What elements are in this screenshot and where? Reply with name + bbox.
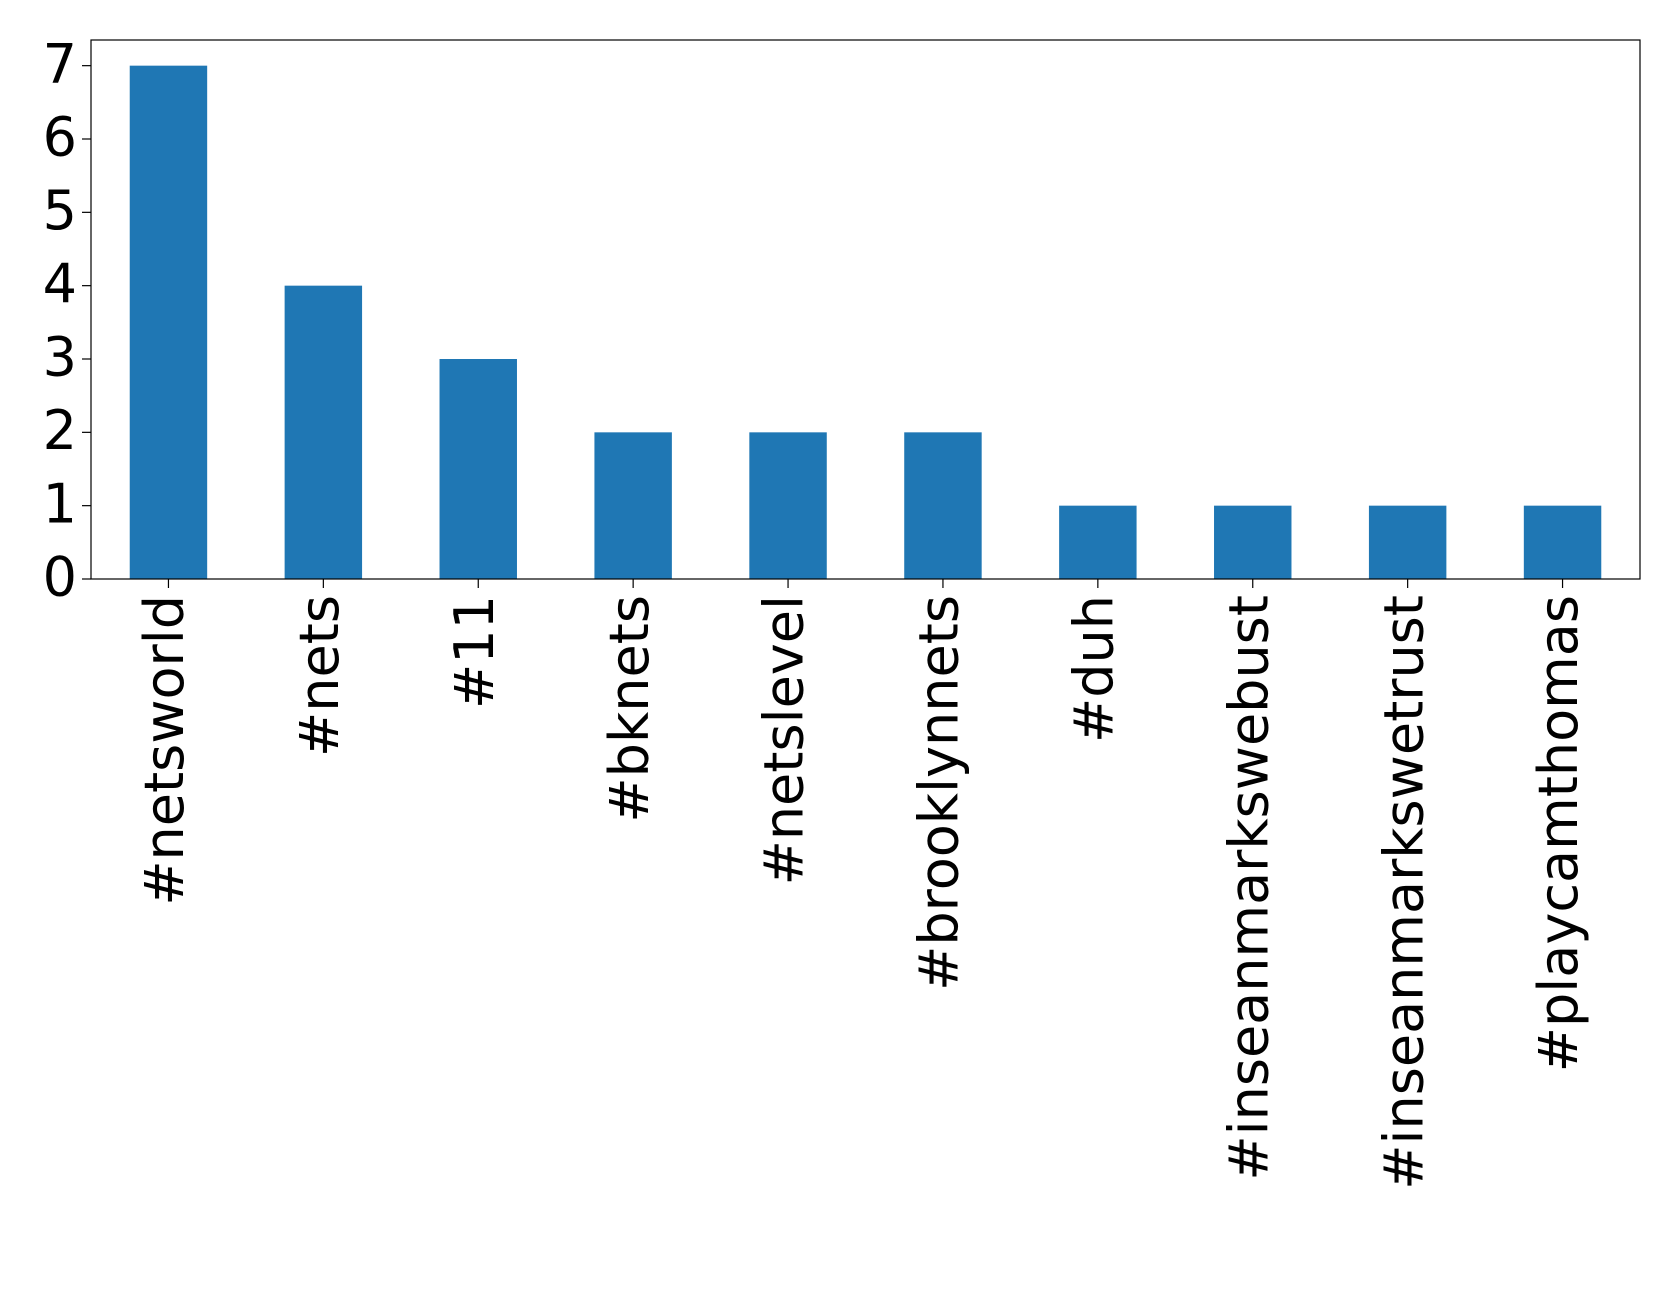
x-tick-label: #11 (443, 595, 506, 709)
y-tick-label: 5 (43, 179, 77, 242)
y-tick-label: 2 (43, 399, 77, 462)
y-tick-label: 1 (43, 472, 77, 535)
y-tick-label: 0 (43, 546, 77, 609)
y-tick-label: 3 (43, 326, 77, 389)
x-tick-label: #brooklynnets (908, 595, 971, 991)
bar (594, 432, 672, 579)
x-tick-label: #playcamthomas (1527, 595, 1590, 1072)
x-tick-label: #netsworld (133, 595, 196, 906)
y-tick-label: 6 (43, 106, 77, 169)
bar (129, 65, 208, 579)
x-tick-label: #nets (288, 595, 351, 757)
x-tick-label: #inseanmarkswebust (1217, 595, 1280, 1181)
bar (1523, 505, 1602, 579)
plot-frame (90, 39, 1641, 580)
x-tick-label: #duh (1062, 595, 1125, 743)
bar (1214, 505, 1292, 579)
x-tick-label: #inseanmarkswetrust (1372, 595, 1435, 1190)
x-tick-label: #netslevel (753, 595, 816, 885)
bar (284, 285, 363, 579)
x-tick-label: #bknets (598, 595, 661, 823)
bar (1368, 505, 1447, 579)
bar (1059, 505, 1137, 579)
y-tick-label: 7 (43, 32, 77, 95)
bar (749, 432, 827, 579)
y-tick-label: 4 (43, 252, 77, 315)
bar (439, 359, 517, 579)
bar (904, 432, 982, 579)
